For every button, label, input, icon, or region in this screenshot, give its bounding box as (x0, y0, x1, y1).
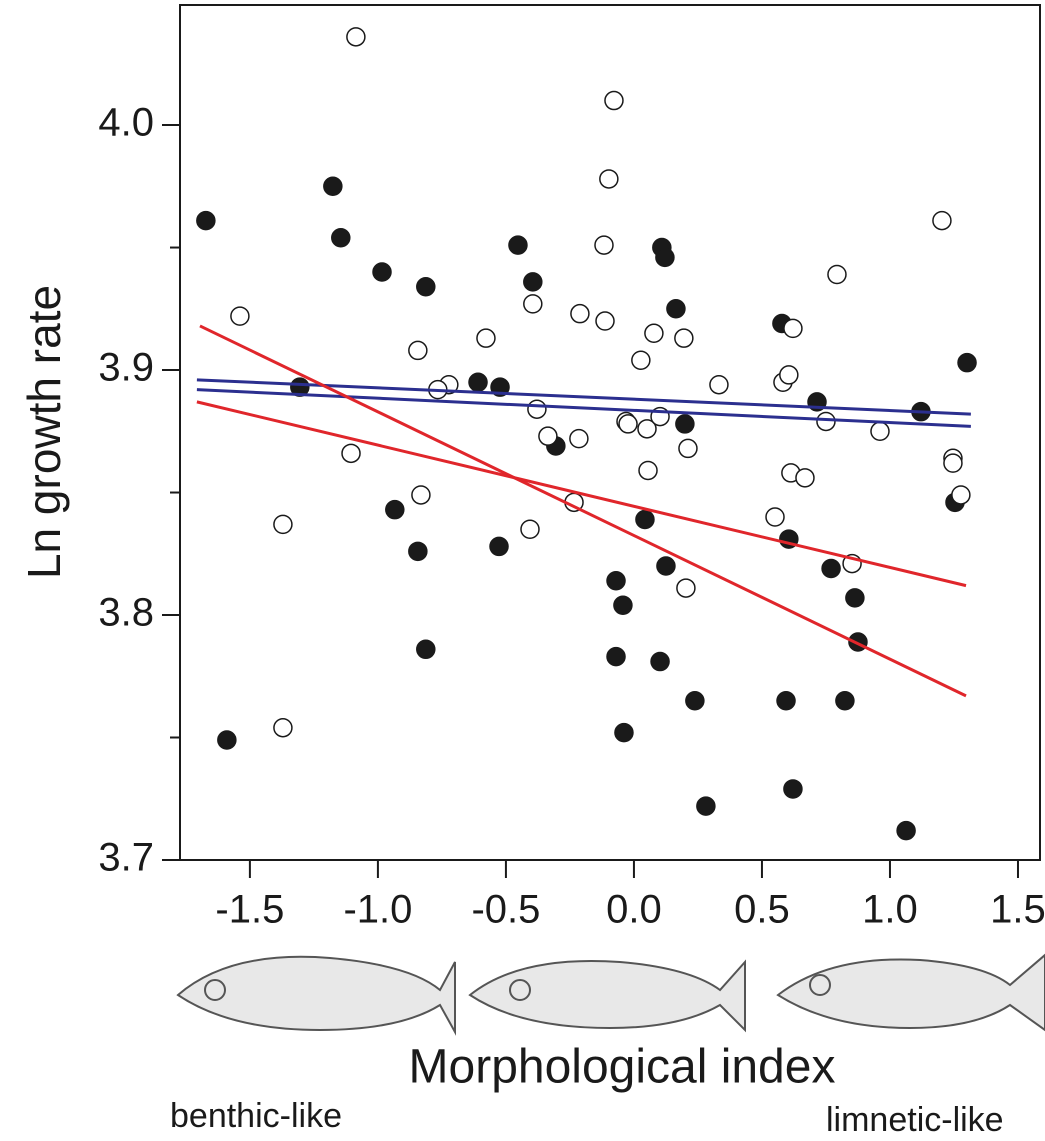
filled-point (835, 691, 855, 711)
filled-point (385, 499, 405, 520)
open-point (943, 453, 963, 473)
y-tick-label: 4.0 (98, 101, 154, 145)
x-tick-label: -1.5 (215, 888, 284, 932)
filled-point (650, 651, 670, 672)
open-point (346, 27, 366, 47)
open-point (476, 328, 496, 348)
filled-point (783, 779, 803, 799)
open-point (779, 365, 799, 385)
open-point (678, 438, 698, 459)
fit-line (199, 324, 967, 698)
y-tick-label: 3.8 (98, 591, 154, 635)
open-point (523, 294, 543, 314)
open-point (599, 169, 619, 189)
filled-point (655, 247, 675, 268)
x-axis-label: Morphological index (409, 1041, 836, 1094)
x-tick-label: 0.0 (606, 888, 662, 932)
open-point (341, 443, 361, 464)
open-point (631, 350, 651, 370)
filled-point (372, 262, 392, 282)
annotation: benthic-like (170, 1097, 342, 1135)
x-tick-label: 1.5 (990, 888, 1045, 932)
plot-frame (179, 4, 1041, 861)
open-point (570, 303, 590, 324)
open-point (230, 306, 250, 326)
fish-benthic (176, 955, 456, 1036)
fish-limnetic (776, 953, 1045, 1032)
open-point (638, 460, 658, 481)
filled-point (821, 558, 841, 579)
open-point (569, 428, 589, 449)
y-tick-label: 3.7 (98, 836, 154, 880)
open-point (644, 323, 664, 344)
filled-point (675, 414, 695, 434)
filled-point (606, 570, 626, 591)
filled-point (656, 556, 676, 576)
open-point (827, 264, 847, 285)
filled-point (896, 820, 916, 841)
annotation: limnetic-like (826, 1101, 1004, 1139)
open-point (795, 468, 815, 488)
filled-point (635, 509, 655, 530)
x-tick-label: -0.5 (471, 888, 540, 932)
filled-point (508, 235, 528, 255)
open-point (520, 519, 540, 540)
filled-point (323, 176, 343, 197)
fit-line (196, 400, 967, 588)
open-point (604, 90, 624, 111)
filled-point (217, 730, 237, 750)
filled-point (416, 639, 436, 660)
open-point (273, 717, 293, 738)
filled-point (416, 276, 436, 297)
open-point (408, 340, 428, 361)
open-point (765, 507, 785, 527)
filled-point (489, 536, 509, 557)
y-tick-label: 3.9 (98, 346, 154, 390)
fit-line (196, 388, 971, 428)
filled-point (606, 646, 626, 667)
filled-point (614, 722, 634, 743)
open-point (527, 399, 547, 419)
fish-eye (204, 979, 226, 1001)
open-point (816, 411, 836, 432)
fish-intermediate (468, 959, 746, 1033)
filled-point (468, 372, 488, 393)
filled-point (523, 272, 543, 292)
open-point (674, 328, 694, 348)
x-tick-label: 0.5 (734, 888, 790, 932)
x-tick-label: -1.0 (343, 888, 412, 932)
filled-point (196, 210, 216, 231)
y-axis-label: Ln growth rate (18, 285, 70, 579)
open-point (594, 235, 614, 255)
open-point (637, 419, 657, 439)
filled-point (290, 377, 310, 397)
x-tick-label: 1.0 (862, 888, 918, 932)
fish-eye (809, 974, 831, 996)
open-point (273, 514, 293, 535)
open-point (411, 485, 431, 505)
filled-point (408, 541, 428, 562)
fish-eye (509, 979, 531, 1001)
filled-point (957, 352, 977, 373)
filled-point (613, 595, 633, 615)
open-point (951, 485, 971, 505)
filled-point (331, 227, 351, 248)
open-point (676, 578, 696, 598)
open-point (618, 414, 638, 434)
filled-point (696, 796, 716, 816)
filled-point (776, 691, 796, 711)
filled-point (685, 691, 705, 711)
filled-point (666, 299, 686, 319)
open-point (870, 421, 890, 442)
open-point (709, 374, 729, 395)
fish-illustrations (176, 953, 1045, 1036)
open-point (932, 210, 952, 231)
open-point (538, 426, 558, 446)
open-point (595, 311, 615, 331)
open-point (783, 318, 803, 339)
filled-point (845, 588, 865, 608)
